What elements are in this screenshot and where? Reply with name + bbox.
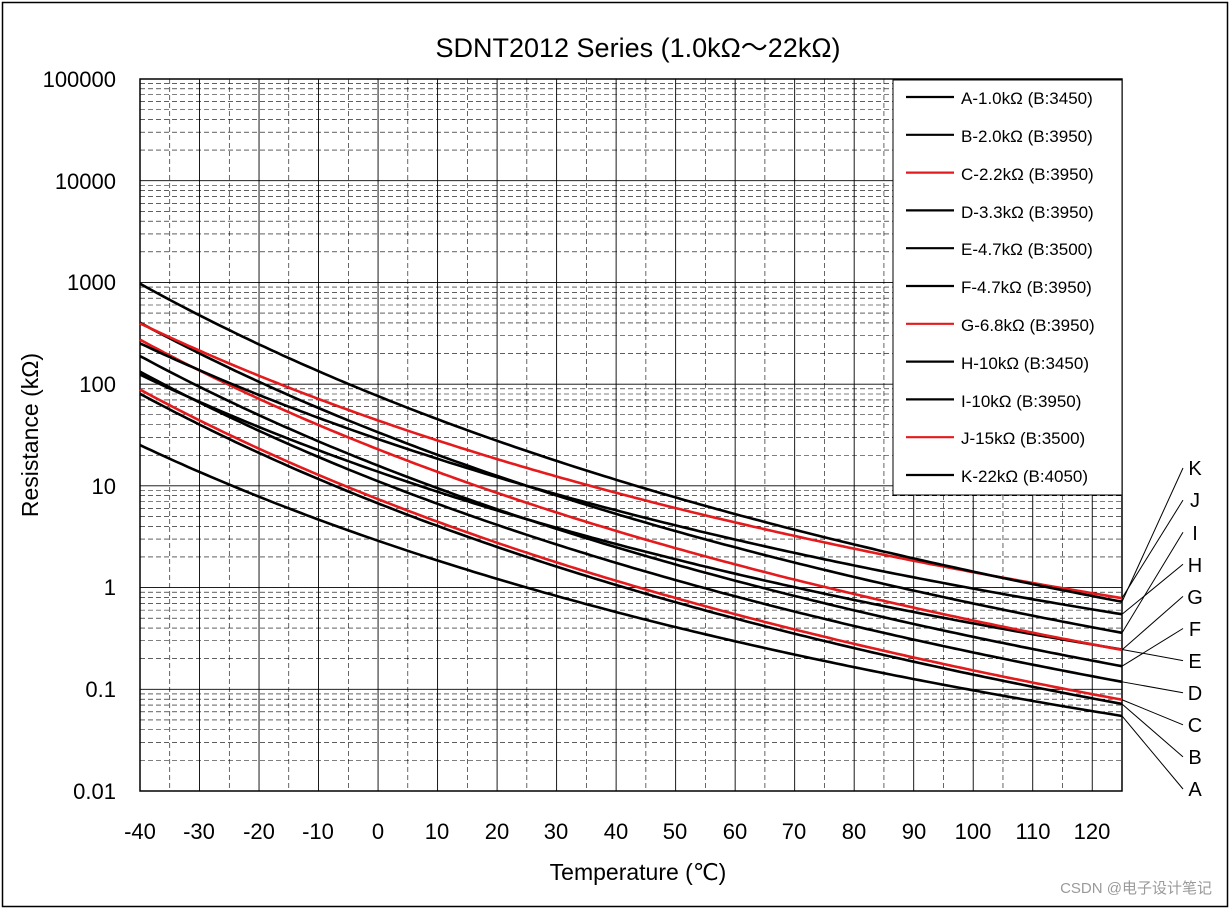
series-line-k [139, 282, 1123, 603]
legend-label-e: E-4.7kΩ (B:3500) [961, 240, 1093, 259]
x-tick-label: 20 [485, 819, 509, 844]
curve-letter-b: B [1188, 747, 1201, 769]
y-tick-label: 1 [104, 575, 116, 600]
y-tick-label: 100 [79, 372, 116, 397]
series-line-g [139, 338, 1123, 652]
series-line-e [139, 373, 1123, 651]
legend: A-1.0kΩ (B:3450) B-2.0kΩ (B:3950) C-2.2k… [892, 79, 1123, 496]
curve-letter-h: H [1188, 555, 1202, 577]
x-tick-label: 100 [955, 819, 992, 844]
series-line-h [139, 342, 1123, 616]
leader-line-a [1121, 715, 1184, 790]
curve-letter-k: K [1188, 458, 1202, 480]
x-tick-label: -10 [302, 819, 334, 844]
curve-letter-e: E [1188, 651, 1201, 673]
x-tick-label: 120 [1074, 819, 1111, 844]
curve-letter-f: F [1189, 619, 1201, 641]
curve-leader-lines [1121, 467, 1184, 790]
y-tick-label: 0.1 [85, 677, 116, 702]
leader-line-j [1121, 499, 1184, 599]
leader-line-g [1121, 596, 1184, 651]
series-line-b [139, 392, 1123, 706]
x-tick-label: 0 [372, 819, 384, 844]
watermark: CSDN @电子设计笔记 [1060, 880, 1212, 897]
curve-letter-d: D [1188, 683, 1202, 705]
x-tick-labels: -40 -30 -20 -10 0 10 20 30 40 50 60 70 8… [124, 819, 1110, 844]
series-line-i [139, 321, 1123, 635]
legend-label-j: J-15kΩ (B:3500) [961, 429, 1085, 448]
legend-label-b: B-2.0kΩ (B:3950) [961, 127, 1093, 146]
leader-line-k [1121, 467, 1184, 602]
x-tick-label: 60 [723, 819, 747, 844]
x-tick-label: 10 [425, 819, 449, 844]
x-tick-label: 80 [842, 819, 866, 844]
x-tick-label: 70 [782, 819, 806, 844]
legend-label-a: A-1.0kΩ (B:3450) [961, 89, 1093, 108]
leader-line-f [1121, 628, 1184, 667]
curve-letters: K J I H G F E D C B A [1187, 458, 1203, 801]
x-tick-label: 50 [663, 819, 687, 844]
legend-label-f: F-4.7kΩ (B:3950) [961, 278, 1092, 297]
leader-line-i [1121, 531, 1184, 634]
curve-letter-c: C [1188, 715, 1202, 737]
y-tick-label: 10000 [55, 169, 116, 194]
curve-letter-g: G [1187, 587, 1203, 609]
series-line-d [139, 370, 1123, 684]
legend-box [892, 79, 1123, 496]
x-tick-label: 90 [902, 819, 926, 844]
x-tick-label: -40 [124, 819, 156, 844]
y-axis-label: Resistance (kΩ) [17, 353, 43, 517]
series-line-f [139, 354, 1123, 668]
curve-letter-i: I [1192, 523, 1198, 545]
leader-line-e [1121, 648, 1184, 662]
x-tick-label: 40 [604, 819, 628, 844]
y-tick-label: 1000 [67, 270, 116, 295]
legend-label-g: G-6.8kΩ (B:3950) [961, 316, 1095, 335]
x-tick-label: 110 [1015, 819, 1050, 844]
series-line-a [139, 443, 1123, 718]
series-line-c [139, 388, 1123, 701]
y-tick-label: 0.01 [73, 779, 116, 804]
leader-line-c [1121, 699, 1184, 726]
legend-label-i: I-10kΩ (B:3950) [961, 392, 1081, 411]
chart-title: SDNT2012 Series (1.0kΩ～22kΩ) [435, 33, 840, 63]
curves [139, 282, 1123, 718]
curve-letter-a: A [1188, 779, 1202, 801]
y-tick-label: 10 [92, 474, 116, 499]
y-tick-labels: 100000 10000 1000 100 10 1 0.1 0.01 [43, 67, 116, 804]
x-tick-label: 30 [544, 819, 568, 844]
legend-label-c: C-2.2kΩ (B:3950) [961, 165, 1094, 184]
x-tick-label: -30 [183, 819, 215, 844]
x-tick-label: -20 [243, 819, 275, 844]
leader-line-d [1121, 681, 1184, 694]
curve-letter-j: J [1190, 490, 1200, 512]
leader-line-h [1121, 563, 1184, 615]
legend-label-d: D-3.3kΩ (B:3950) [961, 203, 1094, 222]
legend-label-k: K-22kΩ (B:4050) [961, 467, 1088, 486]
y-tick-label: 100000 [43, 67, 116, 92]
leader-line-b [1121, 703, 1184, 758]
x-axis-label: Temperature (℃) [550, 859, 727, 885]
legend-label-h: H-10kΩ (B:3450) [961, 354, 1089, 373]
